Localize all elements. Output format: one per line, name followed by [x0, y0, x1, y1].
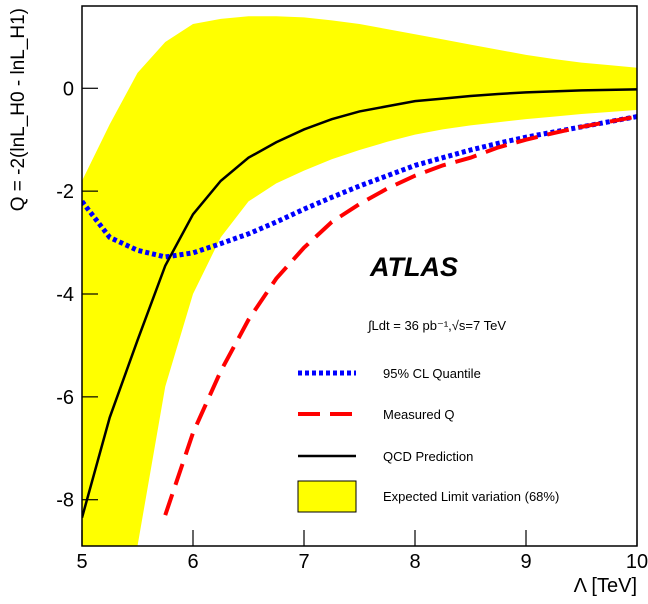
x-tick-label: 6	[187, 551, 198, 573]
y-tick-label: 0	[63, 78, 74, 100]
legend-label: 95% CL Quantile	[383, 366, 481, 381]
series-line	[82, 88, 637, 519]
x-tick-label: 10	[626, 551, 648, 573]
y-tick-label: -4	[56, 284, 74, 306]
frame	[81, 5, 638, 547]
x-tick-label: 5	[76, 551, 87, 573]
y-tick-label: -8	[56, 490, 74, 512]
y-tick-label: -2	[56, 181, 74, 203]
series-line	[82, 114, 637, 260]
x-tick-label: 8	[409, 551, 420, 573]
band	[82, 16, 637, 546]
atlas-label: ATLAS	[369, 252, 458, 282]
y-tick-label: -6	[56, 387, 74, 409]
luminosity-label: ∫Ldt = 36 pb⁻¹,√s=7 TeV	[367, 318, 506, 333]
y-axis-title: Q = -2(lnL_H0 - lnL_H1)	[8, 8, 29, 211]
x-axis-title: Λ [TeV]	[574, 575, 637, 597]
legend-swatch	[297, 480, 357, 513]
x-tick-label: 7	[298, 551, 309, 573]
series-line	[163, 114, 637, 516]
legend-label: Expected Limit variation (68%)	[383, 489, 559, 504]
plot-area	[82, 16, 637, 546]
x-tick-label: 9	[520, 551, 531, 573]
legend-label: QCD Prediction	[383, 449, 473, 464]
legend-label: Measured Q	[383, 407, 455, 422]
